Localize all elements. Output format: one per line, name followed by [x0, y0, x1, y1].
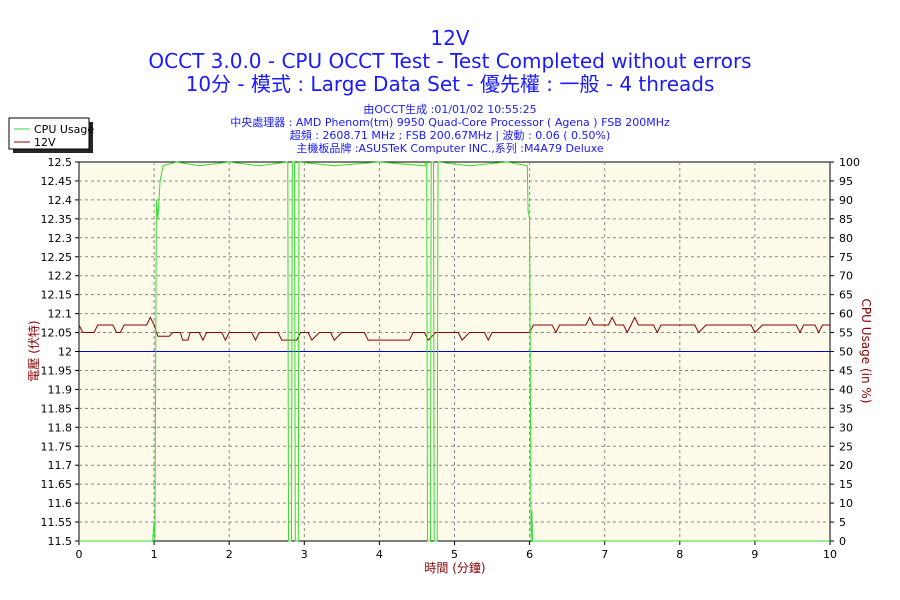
y-left-tick-label: 12.4 [48, 194, 73, 207]
info-motherboard: 主機板品牌 :ASUSTeK Computer INC.,系列 :M4A79 D… [296, 141, 604, 155]
y-right-tick-label: 40 [839, 383, 853, 396]
y-right-tick-label: 60 [839, 308, 853, 321]
y-right-tick-label: 30 [839, 421, 853, 434]
y-right-tick-label: 80 [839, 232, 853, 245]
y-left-ticks: 12.5 12.45 12.4 12.35 12.3 12.25 12.2 12.15 12.1… [41, 156, 79, 548]
y-right-tick-label: 45 [839, 364, 853, 377]
x-tick-label: 6 [526, 548, 533, 561]
x-tick-label: 1 [151, 548, 158, 561]
series-line-cpu-usage [79, 160, 830, 542]
x-tick-label: 9 [751, 548, 758, 561]
y-left-tick-label: 12.2 [48, 270, 73, 283]
x-tick-label: 10 [823, 548, 837, 561]
y-left-tick-label: 11.85 [41, 402, 73, 415]
y-left-tick-label: 12 [58, 346, 72, 359]
series-line-12v [78, 316, 830, 342]
y-left-tick-label: 11.7 [48, 459, 73, 472]
x-tick-label: 7 [601, 548, 608, 561]
y-right-tick-label: 90 [839, 194, 853, 207]
y-right-tick-label: 75 [839, 251, 853, 264]
chart-subtitle-mode: 10分 - 模式 : Large Data Set - 優先權 : 一般 - 4… [186, 72, 715, 96]
x-tick-label: 4 [376, 548, 383, 561]
y-right-tick-label: 85 [839, 213, 853, 226]
y-left-tick-label: 11.55 [41, 516, 73, 529]
y-right-tick-label: 55 [839, 327, 853, 340]
legend: CPU Usage 12V [8, 117, 94, 153]
y-left-tick-label: 12.15 [41, 289, 73, 302]
chart-subtitle-test: OCCT 3.0.0 - CPU OCCT Test - Test Comple… [148, 49, 751, 73]
y-left-tick-label: 12.5 [48, 156, 73, 169]
x-ticks: 0 1 2 3 4 5 6 7 8 9 10 [76, 541, 837, 561]
y-left-tick-label: 11.5 [48, 535, 73, 548]
y-left-tick-label: 11.6 [48, 497, 73, 510]
x-tick-label: 5 [451, 548, 458, 561]
x-tick-label: 8 [676, 548, 683, 561]
x-tick-label: 3 [301, 548, 308, 561]
y-left-tick-label: 12.35 [41, 213, 73, 226]
legend-box [8, 117, 90, 150]
info-cpu: 中央處理器 : AMD Phenom(tm) 9950 Quad-Core Pr… [230, 115, 670, 129]
y-right-axis-label: CPU Usage (in %) [859, 299, 873, 404]
y-right-ticks: 1009590858075706560555045403530252015105… [830, 156, 860, 548]
x-tick-label: 2 [226, 548, 233, 561]
legend-label-12v: 12V [34, 136, 56, 149]
y-left-tick-label: 11.8 [48, 421, 73, 434]
y-right-tick-label: 50 [839, 346, 853, 359]
y-left-tick-label: 11.65 [41, 478, 73, 491]
y-right-tick-label: 35 [839, 402, 853, 415]
y-left-tick-label: 11.75 [41, 440, 73, 453]
y-left-tick-label: 11.95 [41, 364, 73, 377]
y-left-tick-label: 12.3 [48, 232, 73, 245]
chart-title: 12V [430, 26, 469, 50]
grid [79, 162, 830, 541]
y-right-tick-label: 5 [839, 516, 846, 529]
y-right-tick-label: 10 [839, 497, 853, 510]
y-right-tick-label: 100 [839, 156, 860, 169]
y-right-tick-label: 95 [839, 175, 853, 188]
x-axis-label: 時間 (分鐘) [424, 560, 485, 575]
y-right-tick-label: 70 [839, 270, 853, 283]
y-right-tick-label: 20 [839, 459, 853, 472]
info-generated: 由OCCT生成 :01/01/02 10:55:25 [363, 102, 536, 116]
y-left-tick-label: 12.45 [41, 175, 73, 188]
y-right-tick-label: 15 [839, 478, 853, 491]
y-left-tick-label: 12.05 [41, 327, 73, 340]
y-left-tick-label: 11.9 [48, 383, 73, 396]
y-right-tick-label: 0 [839, 535, 846, 548]
y-right-tick-label: 65 [839, 289, 853, 302]
y-left-tick-label: 12.25 [41, 251, 73, 264]
info-overclock: 超頻 : 2608.71 MHz ; FSB 200.67MHz | 波動 : … [290, 128, 611, 142]
x-tick-label: 0 [76, 548, 83, 561]
y-right-tick-label: 25 [839, 440, 853, 453]
y-left-axis-label: 電壓 (伏特) [26, 320, 41, 381]
legend-label-cpu-usage: CPU Usage [34, 123, 94, 136]
y-left-tick-label: 12.1 [48, 308, 73, 321]
